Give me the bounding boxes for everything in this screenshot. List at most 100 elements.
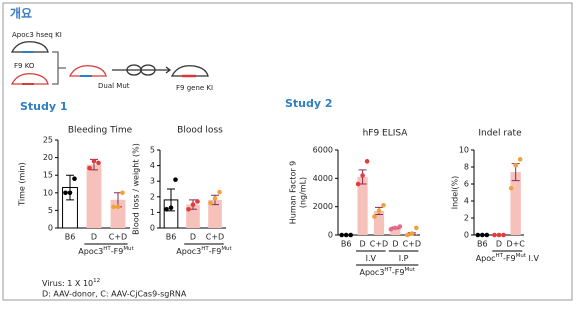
y-tick-label: 8 <box>464 163 469 172</box>
data-point <box>339 232 345 238</box>
x-tick-label: D <box>190 233 196 242</box>
y-tick-label: 4 <box>464 197 469 206</box>
data-point <box>195 199 200 204</box>
group-label-part: HT <box>384 267 392 273</box>
group-label-part: -F9 <box>503 254 516 263</box>
group-label-part: HT <box>201 246 209 252</box>
diagram-label: Dual Mut <box>98 82 130 90</box>
y-tick-label: 20 <box>43 153 53 162</box>
note-text: Virus: 1 X 10 <box>42 279 93 288</box>
y-tick-label: 6 <box>464 180 469 189</box>
y-axis-label: (ng/mL) <box>299 177 308 208</box>
y-tick-label: 2 <box>464 214 469 223</box>
error-bar <box>66 174 74 201</box>
y-tick-label: 10 <box>459 146 469 155</box>
data-point <box>87 165 92 171</box>
y-tick-label: 4 <box>150 161 155 170</box>
data-point <box>508 185 514 191</box>
data-point <box>501 232 506 238</box>
data-point <box>355 181 361 187</box>
y-tick-label: 15 <box>43 171 53 180</box>
diagram-label: Apoc3 hseq KI <box>12 31 62 39</box>
data-point <box>91 158 97 164</box>
group-label-part: I.P <box>399 254 409 263</box>
chart-title: hF9 ELISA <box>363 129 409 139</box>
y-tick-label: 1 <box>150 208 155 217</box>
y-tick-label: 0 <box>48 224 53 233</box>
x-tick-label: B6 <box>166 233 177 242</box>
y-tick-label: 5 <box>48 206 53 215</box>
x-tick-label: B6 <box>341 240 352 249</box>
data-point <box>360 173 365 178</box>
data-point <box>475 232 481 238</box>
data-point <box>96 160 101 166</box>
note: Virus: 1 X 1012 <box>42 278 100 288</box>
group-label-part: -F9 <box>392 268 405 277</box>
data-point <box>492 232 497 238</box>
bar <box>510 172 521 235</box>
x-tick-label: C+D <box>403 240 421 249</box>
y-tick-label: 4000 <box>313 174 333 183</box>
data-point <box>388 227 394 232</box>
note: D: AAV-donor, C: AAV-CjCas9-sgRNA <box>42 290 187 299</box>
data-point <box>208 200 213 206</box>
data-point <box>111 204 116 210</box>
group-label-part: Apoc3 <box>359 268 384 277</box>
data-point <box>168 205 174 211</box>
data-point <box>67 190 73 196</box>
group-label-part: Mut <box>405 267 416 273</box>
y-tick-label: 25 <box>43 136 53 145</box>
data-point <box>186 206 191 212</box>
page-title: 개요 <box>10 7 32 21</box>
x-tick-label: B6 <box>65 233 76 242</box>
data-point <box>364 159 370 164</box>
y-tick-label: 0 <box>464 231 469 240</box>
y-tick-label: 10 <box>43 188 53 197</box>
chart-title: Indel rate <box>478 129 522 139</box>
group-label-part: Apoc3 <box>176 247 201 256</box>
data-point <box>372 214 377 219</box>
y-axis-label: Human Factor 9 <box>289 161 298 225</box>
frame <box>2 2 573 301</box>
data-point <box>164 206 169 212</box>
x-tick-label: B6 <box>477 240 488 249</box>
group-label-part: I.V <box>366 254 377 263</box>
data-point <box>190 202 196 207</box>
data-point <box>484 232 490 238</box>
data-point <box>513 163 518 168</box>
data-point <box>381 202 386 208</box>
group-label-part: -F9 <box>209 247 222 256</box>
group-label: Apoc3HT-F9Mut <box>176 246 232 256</box>
data-point <box>409 231 415 236</box>
data-point <box>217 189 222 195</box>
section-title: Study 1 <box>20 100 68 113</box>
group-label: I.V <box>366 254 377 263</box>
group-label-part: HT <box>496 253 504 259</box>
x-tick-label: C+D <box>109 233 127 242</box>
data-point <box>63 190 68 196</box>
x-tick-label: D <box>496 240 502 249</box>
group-label-part: Mut <box>123 246 134 252</box>
y-tick-label: 0 <box>150 224 155 233</box>
group-label-part: HT <box>103 246 111 252</box>
x-tick-label: D <box>392 240 398 249</box>
data-point <box>496 232 502 238</box>
group-label-part: Mut <box>221 246 232 252</box>
data-point <box>480 232 485 238</box>
group-label-part: Mut <box>516 253 527 259</box>
data-point <box>348 232 354 238</box>
y-tick-label: 2 <box>150 192 155 201</box>
data-point <box>115 204 121 210</box>
data-point <box>376 208 382 214</box>
mouse-diagram <box>10 41 209 85</box>
group-label-part: Apoc <box>476 254 496 263</box>
group-label-part: -F9 <box>111 247 124 256</box>
data-point <box>72 176 77 182</box>
data-point <box>405 232 410 238</box>
note-sup: 12 <box>93 278 100 284</box>
y-tick-label: 3 <box>150 177 155 186</box>
data-point <box>414 225 419 231</box>
bar <box>390 227 401 235</box>
chart-title: Blood loss <box>177 126 223 136</box>
